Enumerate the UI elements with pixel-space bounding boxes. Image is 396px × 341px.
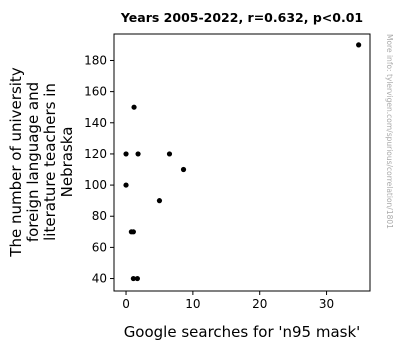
x-tick-label: 10 xyxy=(185,297,200,311)
y-tick-label: 160 xyxy=(84,85,107,99)
y-axis-label-line: The number of university xyxy=(7,67,25,258)
y-tick-label: 40 xyxy=(92,272,107,286)
y-tick-label: 60 xyxy=(92,240,107,254)
data-point xyxy=(130,229,136,235)
x-tick-label: 20 xyxy=(252,297,267,311)
y-tick-label: 120 xyxy=(84,147,107,161)
y-tick-label: 180 xyxy=(84,53,107,67)
data-point xyxy=(166,151,173,157)
plot-frame xyxy=(113,33,371,292)
x-tick-label: 0 xyxy=(122,297,130,311)
data-point xyxy=(134,275,140,282)
watermark-text: More info: tylervigen.com/spurious/corre… xyxy=(385,34,394,229)
y-axis-label-line: literature teachers in xyxy=(41,83,59,241)
data-point xyxy=(156,198,163,204)
y-axis-label-line: Nebraska xyxy=(58,127,76,198)
data-point xyxy=(131,104,137,110)
y-axis-label: The number of university foreign language… xyxy=(7,67,76,258)
y-axis-label-line: foreign language and xyxy=(24,82,42,242)
data-point xyxy=(130,275,136,282)
x-axis-label: Google searches for 'n95 mask' xyxy=(124,323,361,341)
x-tick-label: 30 xyxy=(319,297,334,311)
data-point xyxy=(135,151,141,157)
y-tick-label: 140 xyxy=(84,116,107,130)
y-tick-label: 80 xyxy=(92,209,107,223)
chart-title: Years 2005-2022, r=0.632, p<0.01 xyxy=(120,10,363,25)
data-point xyxy=(180,166,187,173)
data-point xyxy=(123,182,129,188)
data-point xyxy=(123,151,129,157)
y-tick-label: 100 xyxy=(84,178,107,192)
data-point xyxy=(356,42,362,48)
